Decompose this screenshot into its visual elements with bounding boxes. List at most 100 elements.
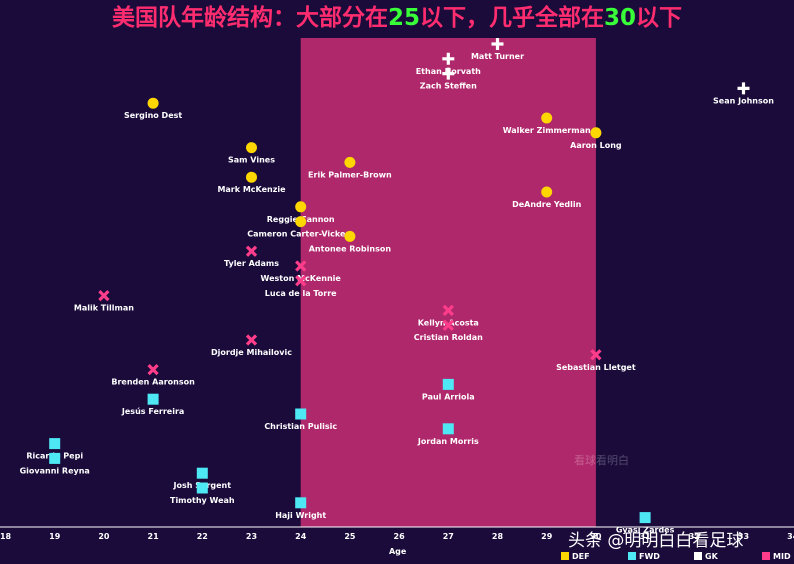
legend-item: DEF [561,552,590,561]
player-point: Sean Johnson [713,82,774,105]
x-tick-label: 34 [787,532,794,541]
player-point: Sebastian Lletget [556,349,636,372]
def-marker [344,156,356,168]
gk-marker [737,82,750,95]
x-tick-label: 24 [295,532,307,541]
x-tick-label: 21 [148,532,160,541]
player-point: Matt Turner [471,38,524,61]
player-point: Kellyn Acosta [418,304,479,327]
player-name-label: Sergino Dest [124,111,182,120]
x-tick-label: 30 [590,532,602,541]
player-point: Jordan Morris [417,423,479,446]
player-name-label: Paul Arriola [422,392,475,401]
fwd-marker [49,438,61,450]
player-point: Brenden Aaronson [111,363,195,387]
x-tick-label: 27 [443,532,454,541]
player-name-label: Cristian Roldan [414,333,483,342]
player-point: Tyler Adams [224,245,279,268]
faint-watermark: 看球看明白 [574,454,629,467]
player-point: Sam Vines [228,142,275,165]
def-marker [295,201,307,213]
player-name-label: Walker Zimmerman [503,126,591,135]
legend-item: GK [694,552,719,561]
title-highlight-2: 30 [604,5,637,31]
x-axis: 18 19 20 21 22 23 24 25 26 27 28 29 30 31 32 33 34 Age [0,526,794,556]
fwd-marker [442,423,454,435]
title-part-1: 美国队年龄结构：大部分在 [111,5,388,31]
player-point: Jesús Ferreira [121,393,184,416]
player-name-label: Jordan Morris [417,437,479,446]
def-marker [295,216,307,228]
x-axis-label: Age [389,547,407,556]
legend-swatch [694,552,702,560]
player-name-label: Kellyn Acosta [418,318,479,327]
mid-marker [98,289,110,302]
x-tick-label: 23 [246,532,257,541]
player-name-label: Sam Vines [228,156,275,165]
player-name-label: Mark McKenzie [217,185,286,194]
player-point: Walker Zimmerman [503,112,591,135]
x-tick-label: 31 [640,532,652,541]
legend-label: FWD [639,552,660,561]
player-name-label: DeAndre Yedlin [512,200,582,209]
title-highlight-1: 25 [387,5,420,31]
player-name-label: Djordje Mihailovic [211,348,292,357]
player-point: Cameron Carter-Vickers [247,216,354,239]
fwd-marker [147,393,159,405]
player-point: Mark McKenzie [217,171,286,194]
legend-label: MID [773,552,791,561]
fwd-marker [196,482,208,494]
chart-title: 美国队年龄结构：大部分在25以下，几乎全部在30以下 [0,0,794,36]
fwd-marker [295,497,307,509]
player-point: Cristian Roldan [414,319,483,342]
x-tick-label: 33 [738,532,749,541]
def-marker [590,127,602,139]
x-tick-label: 26 [394,532,406,541]
x-tick-label: 19 [49,532,61,541]
x-tick-label: 32 [689,532,700,541]
player-name-label: Erik Palmer-Brown [308,170,392,179]
mid-marker [245,245,258,257]
player-name-label: Timothy Weah [170,496,235,505]
mid-marker [295,275,307,287]
player-name-label: Malik Tillman [74,304,134,313]
legend-label: GK [705,552,719,561]
fwd-marker [49,452,61,464]
x-tick-label: 20 [98,532,110,541]
player-name-label: Brenden Aaronson [111,378,195,387]
legend-item: FWD [628,552,660,561]
legend-item: MID [762,552,791,561]
x-tick-label: 25 [344,532,356,541]
legend-swatch [762,552,770,560]
gk-marker [442,52,455,65]
player-name-label: Christian Pulisic [264,422,337,431]
x-tick-label: 22 [197,532,208,541]
player-point: Antonee Robinson [309,230,391,253]
player-name-label: Sean Johnson [713,96,774,105]
band-layer [300,38,596,527]
def-marker [147,97,159,109]
mid-marker [442,304,454,317]
legend-swatch [561,552,569,560]
player-name-label: Giovanni Reyna [20,466,90,475]
player-name-label: Haji Wright [275,511,326,520]
x-tick-label: 18 [0,532,11,541]
mid-marker [147,363,159,376]
mid-marker [442,319,454,331]
fwd-marker [196,467,208,479]
player-name-label: Cameron Carter-Vickers [247,230,354,239]
player-name-label: Matt Turner [471,52,524,61]
def-marker [246,142,257,154]
player-name-label: Gyasi Zardes [616,526,675,535]
player-point: Erik Palmer-Brown [308,156,392,179]
def-marker [344,230,356,242]
player-point: Giovanni Reyna [20,452,90,475]
x-tick-label: 28 [492,532,504,541]
def-marker [246,171,257,183]
fwd-marker [295,408,307,420]
def-marker [541,186,553,198]
player-point: Malik Tillman [74,289,134,313]
